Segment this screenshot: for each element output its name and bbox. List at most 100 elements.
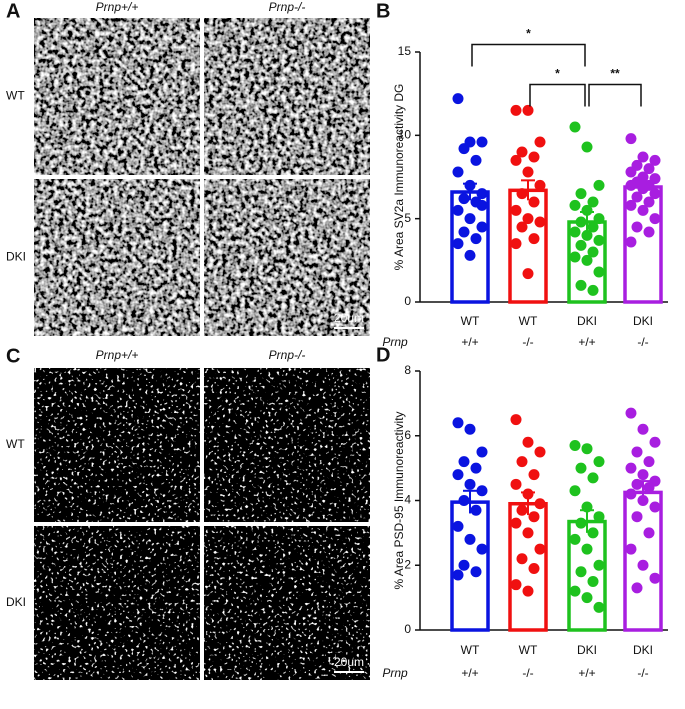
y-tick-label: 5 — [404, 211, 411, 225]
data-point — [452, 204, 464, 216]
data-point — [575, 517, 587, 529]
data-point — [458, 495, 470, 506]
data-point — [581, 254, 593, 266]
data-point — [637, 423, 649, 435]
genotype-label: -/- — [637, 335, 648, 349]
error-bar — [636, 181, 650, 192]
data-point — [649, 154, 661, 166]
data-point — [631, 191, 643, 203]
data-point — [631, 582, 643, 594]
scale-bar-label: 20um — [334, 655, 364, 669]
data-point — [452, 238, 464, 250]
x-tick-label: WT — [519, 643, 538, 657]
data-point — [522, 585, 534, 597]
data-point — [575, 216, 587, 228]
x-tick-label: DKI — [577, 314, 597, 328]
data-point — [516, 146, 528, 158]
data-point — [593, 456, 605, 468]
data-point — [470, 233, 482, 245]
data-point — [458, 226, 470, 238]
x-tick-label: DKI — [577, 643, 597, 657]
data-point — [637, 204, 649, 216]
data-point — [587, 575, 599, 587]
micrograph — [204, 368, 370, 522]
data-point — [470, 504, 482, 516]
data-point — [452, 469, 464, 481]
error-bar — [463, 182, 477, 201]
data-point — [569, 585, 581, 597]
y-tick-label: 0 — [404, 622, 411, 636]
data-point — [569, 485, 581, 497]
data-point — [593, 234, 605, 246]
data-point — [569, 533, 581, 545]
micrograph — [34, 179, 200, 336]
data-point — [625, 407, 637, 419]
data-point — [587, 246, 599, 258]
data-point — [587, 221, 599, 233]
data-point — [516, 553, 528, 565]
row-label: Prnp — [382, 666, 408, 680]
data-point — [643, 226, 655, 238]
data-point — [593, 601, 605, 613]
data-point — [528, 511, 540, 523]
micrograph — [204, 179, 370, 336]
data-point — [528, 469, 540, 481]
data-point — [534, 498, 546, 510]
data-point — [528, 196, 540, 208]
data-point — [637, 151, 649, 163]
data-point — [510, 414, 522, 426]
data-point — [625, 236, 637, 248]
data-point — [528, 562, 540, 574]
data-point — [510, 517, 522, 529]
data-point — [631, 221, 643, 233]
data-point — [581, 229, 593, 241]
data-point — [534, 446, 546, 458]
data-point — [470, 566, 482, 578]
error-bar — [463, 489, 477, 514]
data-point — [649, 188, 661, 200]
data-point — [649, 213, 661, 225]
data-point — [625, 166, 637, 178]
column-label: Prnp-/- — [269, 348, 306, 362]
data-point — [452, 569, 464, 581]
error-bar — [580, 211, 594, 232]
data-point — [476, 446, 488, 458]
data-point — [452, 417, 464, 429]
data-point — [510, 154, 522, 166]
data-point — [464, 213, 476, 225]
genotype-label: +/+ — [461, 666, 478, 680]
column-label: Prnp+/+ — [96, 348, 139, 362]
data-point — [522, 436, 534, 448]
significance-label: ** — [610, 67, 620, 81]
panel-label: B — [376, 0, 390, 22]
data-point — [569, 121, 581, 133]
column-label: Prnp+/+ — [96, 0, 139, 14]
data-point — [464, 533, 476, 545]
y-axis-label: % Area PSD-95 Immunoreactivity — [392, 411, 406, 589]
data-point — [476, 543, 488, 555]
data-point — [458, 559, 470, 571]
error-bar — [636, 480, 650, 504]
y-tick-label: 6 — [404, 428, 411, 442]
significance-label: * — [555, 67, 560, 81]
data-point — [643, 482, 655, 494]
data-point — [522, 527, 534, 539]
data-point — [516, 188, 528, 200]
data-point — [452, 93, 464, 105]
data-point — [581, 443, 593, 455]
y-tick-label: 0 — [404, 294, 411, 308]
data-point — [593, 213, 605, 225]
data-point — [643, 456, 655, 468]
data-point — [522, 268, 534, 280]
data-point — [569, 439, 581, 451]
data-point — [516, 221, 528, 233]
data-point — [470, 154, 482, 166]
genotype-label: -/- — [522, 335, 533, 349]
error-bar — [580, 509, 594, 533]
data-point — [534, 179, 546, 191]
x-tick-label: DKI — [633, 314, 653, 328]
data-point — [625, 179, 637, 191]
data-point — [522, 213, 534, 225]
data-point — [625, 133, 637, 145]
